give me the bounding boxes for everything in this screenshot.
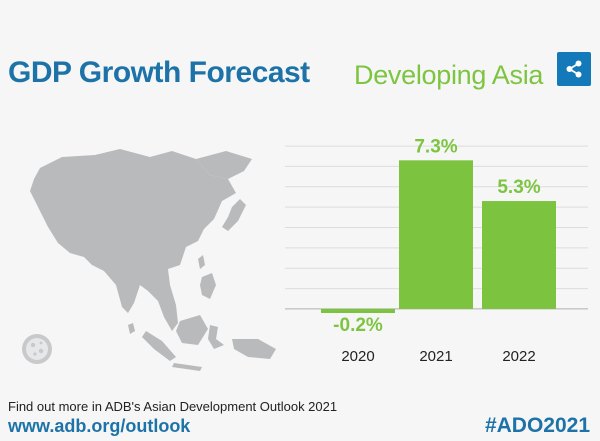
value-label-2022: 5.3% <box>497 177 540 198</box>
virus-icon <box>22 334 52 364</box>
share-icon <box>566 60 582 78</box>
chart-labels: -0.2% 2020 7.3% 2021 5.3% 2022 <box>333 136 541 365</box>
category-label-2022: 2022 <box>502 348 535 365</box>
bar-2021 <box>399 160 473 309</box>
category-label-2020: 2020 <box>341 348 374 365</box>
page-title: GDP Growth Forecast <box>8 56 310 89</box>
bar-2022 <box>482 201 556 309</box>
value-label-2020: -0.2% <box>333 315 383 336</box>
campaign-hashtag: #ADO2021 <box>484 414 590 437</box>
chart-bars <box>321 160 556 313</box>
share-button[interactable] <box>557 52 591 86</box>
category-label-2021: 2021 <box>419 348 452 365</box>
footer-note: Find out more in ADB's Asian Development… <box>8 399 338 414</box>
outlook-link[interactable]: www.adb.org/outlook <box>8 416 191 436</box>
region-subtitle: Developing Asia <box>354 60 544 90</box>
value-label-2021: 7.3% <box>414 136 457 157</box>
bar-2020 <box>321 308 395 313</box>
asia-map-graphic <box>22 149 276 371</box>
